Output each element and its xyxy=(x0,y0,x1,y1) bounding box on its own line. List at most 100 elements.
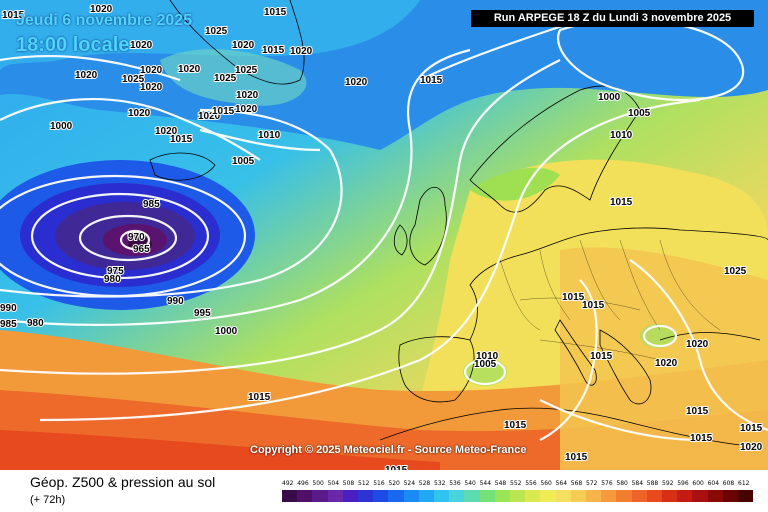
forecast-time: 18:00 locale xyxy=(16,34,130,56)
isobar-label: 1025 xyxy=(235,65,258,76)
legend-swatch xyxy=(692,490,708,502)
legend-label: 516 xyxy=(373,480,385,487)
isobar-label: 1025 xyxy=(205,26,228,37)
isobar-label: 965 xyxy=(133,244,150,255)
legend-label: 540 xyxy=(464,480,476,487)
legend-label: 576 xyxy=(601,480,613,487)
isobar-label: 1015 xyxy=(504,420,527,431)
legend-label: 612 xyxy=(738,480,750,487)
legend-swatch xyxy=(358,490,374,502)
legend-label: 548 xyxy=(494,480,507,487)
isobar-label: 1015 xyxy=(262,45,285,56)
isobar-label: 1005 xyxy=(628,108,651,119)
legend-label: 512 xyxy=(358,480,370,487)
legend-label: 536 xyxy=(449,480,461,487)
legend-label: 584 xyxy=(631,480,644,487)
legend-swatch xyxy=(525,490,541,502)
isobar-label: 1015 xyxy=(610,197,633,208)
legend-swatch xyxy=(449,490,465,502)
forecast-date: Jeudi 6 novembre 2025 xyxy=(16,12,193,29)
isobar-label: 1005 xyxy=(474,359,497,370)
isobar-label: 1000 xyxy=(598,92,621,103)
isobar-label: 1015 xyxy=(212,106,235,117)
legend-label: 580 xyxy=(616,480,628,487)
isobar-label: 1020 xyxy=(130,40,153,51)
legend-swatch xyxy=(327,490,343,502)
legend-swatch xyxy=(282,490,298,502)
isobar-label: 1015 xyxy=(420,75,443,86)
legend-swatch xyxy=(479,490,495,502)
legend-label: 600 xyxy=(692,480,704,487)
isobar-label: 1020 xyxy=(655,358,678,369)
legend-label: 528 xyxy=(418,480,431,487)
isobar-label: 1015 xyxy=(565,452,588,463)
isobar-label: 1020 xyxy=(75,70,98,81)
isobar-label: 1020 xyxy=(178,64,201,75)
isobar-label: 1015 xyxy=(385,465,408,470)
isobar-label: 1020 xyxy=(128,108,151,119)
isobar-label: 1020 xyxy=(140,65,163,76)
weather-map: 1015 1020 1020 1025 1020 1020 1025 1025 1020 1020… xyxy=(0,0,768,470)
legend-label: 552 xyxy=(510,480,522,487)
isobar-label: 985 xyxy=(143,199,160,210)
forecast-lead-time: (+ 72h) xyxy=(30,494,66,506)
isobar-label: 1010 xyxy=(476,351,499,362)
isobar-label: 975 xyxy=(107,266,124,277)
legend-swatch xyxy=(646,490,662,502)
isobar-label: 1020 xyxy=(686,339,709,350)
copyright-notice: Copyright © 2025 Meteociel.fr - Source M… xyxy=(250,444,527,456)
legend-swatch xyxy=(373,490,389,502)
legend-swatch xyxy=(418,490,434,502)
isobar-label: 1020 xyxy=(740,442,763,453)
isobar-label: 985 xyxy=(0,319,17,330)
legend-label: 556 xyxy=(525,480,537,487)
isobar-label: 1020 xyxy=(140,82,163,93)
legend-label: 608 xyxy=(722,480,735,487)
isobar-label: 1000 xyxy=(50,121,73,132)
isobar-label: 1015 xyxy=(740,423,763,434)
map-footer: Géop. Z500 & pression au sol (+ 72h) 492… xyxy=(0,470,768,512)
legend-label: 544 xyxy=(479,480,492,487)
isobar-label: 1020 xyxy=(345,77,368,88)
isobar-label: 1015 xyxy=(248,392,271,403)
isobar-label: 1025 xyxy=(724,266,747,277)
legend-label: 508 xyxy=(342,480,355,487)
legend-swatch xyxy=(707,490,723,502)
legend-label: 560 xyxy=(540,480,552,487)
isobar-label: 990 xyxy=(167,296,184,307)
legend-label: 596 xyxy=(677,480,689,487)
map-title: Géop. Z500 & pression au sol xyxy=(30,474,216,490)
legend-swatch xyxy=(342,490,358,502)
legend-label: 588 xyxy=(646,480,659,487)
legend-label: 572 xyxy=(586,480,598,487)
isobar-label: 1015 xyxy=(170,134,193,145)
isobar-label: 1000 xyxy=(215,326,238,337)
legend-label: 564 xyxy=(555,480,568,487)
legend-swatch xyxy=(722,490,738,502)
isobar-label: 1015 xyxy=(590,351,613,362)
legend-swatch xyxy=(297,490,313,502)
legend-swatch xyxy=(662,490,678,502)
isobar-label: 1025 xyxy=(122,74,145,85)
isobar-label: 1010 xyxy=(610,130,633,141)
legend-swatch xyxy=(677,490,693,502)
isobar-label: 1020 xyxy=(155,126,178,137)
legend-label: 592 xyxy=(662,480,674,487)
legend-swatch xyxy=(540,490,556,502)
isobar-label: 1015 xyxy=(686,406,709,417)
legend-swatch xyxy=(631,490,647,502)
isobar-label: 1015 xyxy=(264,7,287,18)
legend-label: 500 xyxy=(312,480,324,487)
isobar-label: 1020 xyxy=(232,40,255,51)
legend-swatch xyxy=(510,490,526,502)
isobar-label: 1015 xyxy=(582,300,605,311)
legend-label: 524 xyxy=(403,480,416,487)
legend-swatch xyxy=(494,490,510,502)
legend-swatch xyxy=(388,490,404,502)
isobar-label: 980 xyxy=(27,318,44,329)
color-scale-legend: 492 496 500 504 508 512 516 520 524 528 532 536 540 5… xyxy=(282,478,754,508)
run-info-banner: Run ARPEGE 18 Z du Lundi 3 novembre 2025 xyxy=(471,10,754,27)
legend-swatch xyxy=(570,490,586,502)
legend-label: 504 xyxy=(327,480,340,487)
isobar-label: 980 xyxy=(104,274,121,285)
